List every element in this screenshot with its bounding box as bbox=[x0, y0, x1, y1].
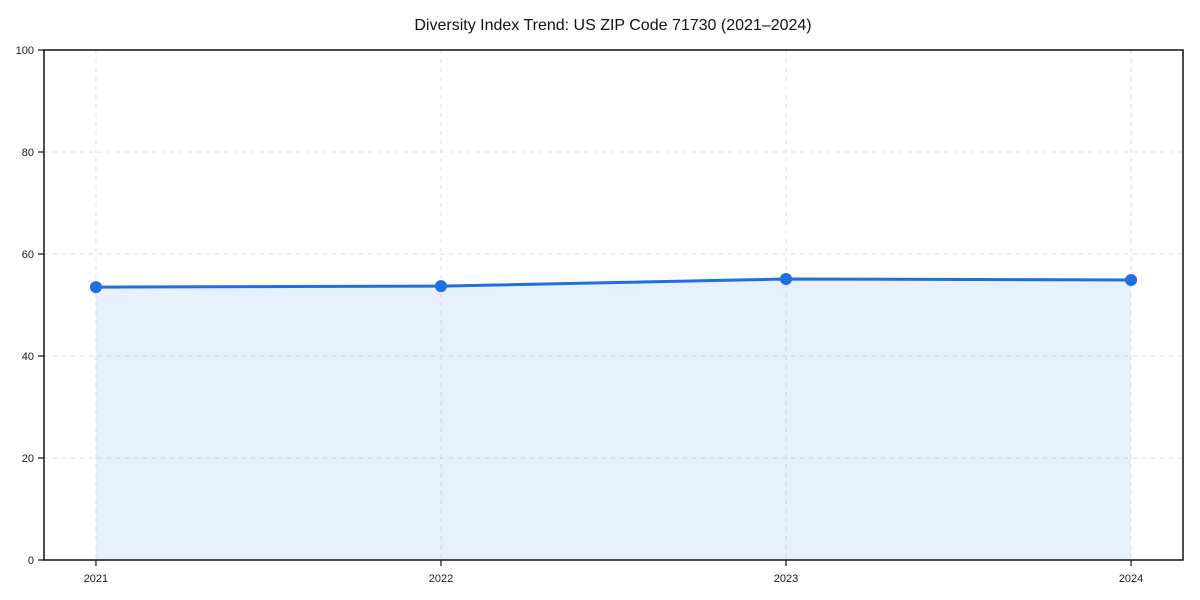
data-point bbox=[89, 281, 102, 294]
plot-area: 0 20 40 60 80 100 2021 2022 2023 2024 bbox=[16, 45, 1184, 585]
chart-title: Diversity Index Trend: US ZIP Code 71730… bbox=[414, 17, 811, 34]
plot-frame bbox=[43, 49, 1184, 561]
y-tick-label: 80 bbox=[22, 147, 34, 159]
y-tick-label: 60 bbox=[22, 249, 34, 261]
x-tick-label: 2024 bbox=[1119, 573, 1143, 585]
x-tick-label: 2022 bbox=[429, 573, 453, 585]
area-fill bbox=[95, 278, 1132, 560]
data-point bbox=[434, 280, 447, 293]
trend-line bbox=[94, 277, 1133, 289]
y-tick-label: 20 bbox=[22, 453, 34, 465]
x-tick-label: 2023 bbox=[774, 573, 798, 585]
y-tick-label: 100 bbox=[16, 45, 34, 57]
y-tick-label: 40 bbox=[22, 351, 34, 363]
y-tick-label: 0 bbox=[28, 555, 34, 567]
data-point bbox=[780, 272, 793, 285]
data-point bbox=[1125, 274, 1138, 287]
x-tick-label: 2021 bbox=[84, 573, 108, 585]
